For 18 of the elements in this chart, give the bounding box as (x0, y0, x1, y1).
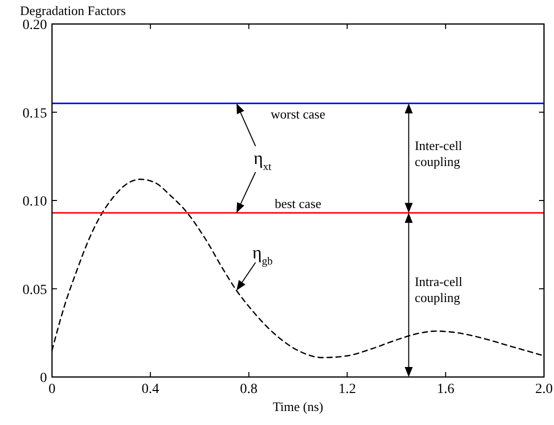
x-tick-label: 1.6 (436, 382, 454, 397)
y-tick-label: 0.15 (22, 106, 47, 122)
ref-line-label: worst case (270, 106, 326, 122)
ref-line-label: best case (274, 196, 322, 211)
x-tick-label: 0.4 (142, 382, 160, 397)
annotation: Intra-cell coupling (414, 274, 463, 306)
y-tick-label: 0.10 (22, 194, 47, 210)
annotation: Inter-cell coupling (414, 138, 462, 170)
annotation: η$_{xt}$ (254, 148, 272, 174)
annotation: η$_{gb}$ (252, 242, 273, 268)
y-tick-label: 0 (40, 371, 47, 386)
x-axis-title: Time (ns) (272, 399, 324, 414)
y-axis-title: Degradation Factors (20, 3, 126, 18)
y-tick-label: 0.05 (22, 282, 47, 298)
y-tick-label: 0.20 (22, 18, 47, 33)
x-tick-label: 1.2 (338, 382, 356, 397)
x-tick-label: 2.0 (535, 382, 553, 397)
x-tick-label: 0.8 (240, 382, 258, 397)
